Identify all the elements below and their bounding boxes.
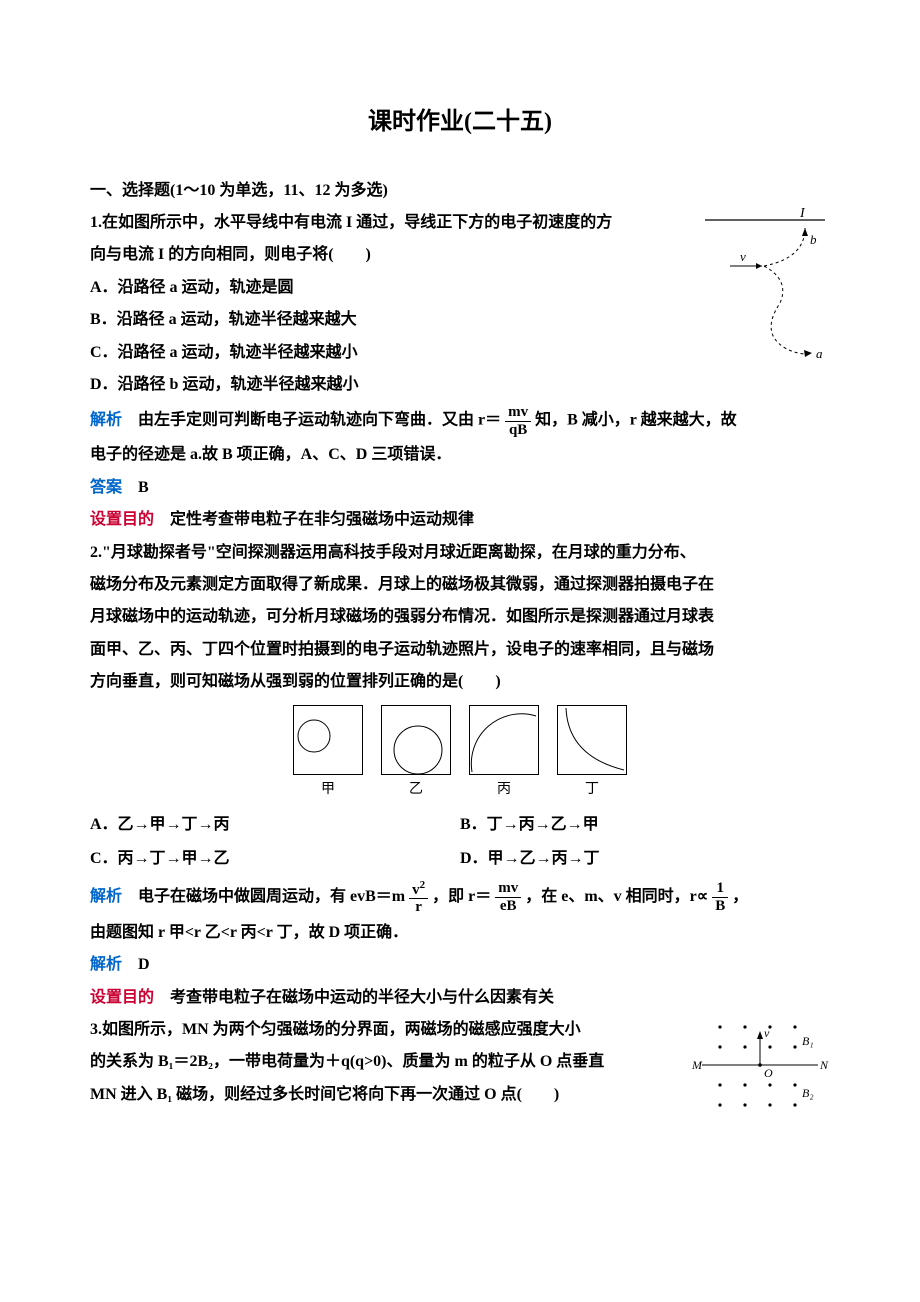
fig-O: O: [764, 1066, 773, 1080]
fig-label-a: a: [816, 346, 823, 361]
q2-fig-bing: 丙: [469, 705, 539, 804]
q2-stem-3: 月球磁场中的运动轨迹，可分析月球磁场的强弱分布情况．如图所示是探测器通过月球表: [90, 602, 830, 632]
analysis-label: 解析: [90, 888, 122, 905]
cap-bing: 丙: [469, 777, 539, 804]
fig-label-I: I: [799, 208, 806, 221]
q2-stem-5: 方向垂直，则可知磁场从强到弱的位置排列正确的是( ): [90, 667, 830, 697]
q2-stem-1: 2."月球勘探者号"空间探测器运用高科技手段对月球近距离勘探，在月球的重力分布、: [90, 538, 830, 568]
fig-v: v: [764, 1026, 770, 1040]
q2-figure-row: 甲 乙 丙 丁: [90, 705, 830, 804]
q2-option-c: C．丙→丁→甲→乙: [90, 844, 460, 874]
q1-figure: I v b a: [700, 208, 830, 379]
q2-analysis-2: 由题图知 r 甲<r 乙<r 丙<r 丁，故 D 项正确．: [90, 918, 830, 948]
q1-purpose: 设置目的 定性考查带电粒子在非匀强磁场中运动规律: [90, 505, 830, 535]
fig-B2: B₂: [802, 1086, 814, 1100]
q2-fig-jia: 甲: [293, 705, 363, 804]
q1-analysis-text1: 由左手定则可判断电子运动轨迹向下弯曲．又由 r＝: [138, 412, 501, 429]
q2-option-d: D．甲→乙→丙→丁: [460, 844, 830, 874]
q1-answer: 答案 B: [90, 473, 830, 503]
q2-answer: 解析 D: [90, 950, 830, 980]
q2-fig-yi: 乙: [381, 705, 451, 804]
q2-fig-ding: 丁: [557, 705, 627, 804]
q3-figure: M N O v B₁ B₂: [690, 1015, 830, 1126]
question-1: I v b a 1.在如图所示中，水平导线中有电流 I 通过，导线正下方的电子初…: [90, 208, 830, 536]
fig-label-v: v: [740, 249, 746, 264]
question-3: M N O v B₁ B₂ 3.如图所示，MN 为两个匀强磁场的分界面，两磁场的…: [90, 1015, 830, 1126]
purpose-label: 设置目的: [90, 989, 154, 1006]
analysis-label: 解析: [90, 412, 122, 429]
fig-label-b: b: [810, 232, 817, 247]
q1-analysis-line2: 电子的径迹是 a.故 B 项正确，A、C、D 三项错误．: [90, 440, 830, 470]
q2-purpose: 设置目的 考查带电粒子在磁场中运动的半径大小与什么因素有关: [90, 983, 830, 1013]
q2-option-a: A．乙→甲→丁→丙: [90, 810, 460, 840]
q2-purpose-text: 考查带电粒子在磁场中运动的半径大小与什么因素有关: [170, 989, 554, 1006]
answer-label: 解析: [90, 956, 122, 973]
fig-N: N: [819, 1058, 829, 1072]
q1-answer-value: B: [138, 479, 149, 496]
answer-label: 答案: [90, 479, 122, 496]
q1-analysis: 解析 由左手定则可判断电子运动轨迹向下弯曲．又由 r＝ mv qB 知，B 减小…: [90, 404, 830, 438]
cap-ding: 丁: [557, 777, 627, 804]
q2-stem-4: 面甲、乙、丙、丁四个位置时拍摄到的电子运动轨迹照片，设电子的速率相同，且与磁场: [90, 635, 830, 665]
q2-option-b: B．丁→丙→乙→甲: [460, 810, 830, 840]
q2-analysis: 解析 电子在磁场中做圆周运动，有 evB＝m v2 r ，即 r＝ mv eB …: [90, 879, 830, 916]
section-heading: 一、选择题(1～10 为单选，11、12 为多选): [90, 176, 830, 206]
q2-frac2: mv eB: [495, 880, 521, 914]
q2-jx3: ，在 e、m、v 相同时，r∝: [525, 888, 708, 905]
q2-jx4: ，: [732, 888, 748, 905]
question-2: 2."月球勘探者号"空间探测器运用高科技手段对月球近距离勘探，在月球的重力分布、…: [90, 538, 830, 1014]
fig-B1: B₁: [802, 1034, 814, 1048]
cap-jia: 甲: [293, 777, 363, 804]
q1-purpose-text: 定性考查带电粒子在非匀强磁场中运动规律: [170, 511, 474, 528]
purpose-label: 设置目的: [90, 511, 154, 528]
q1-frac: mv qB: [505, 404, 531, 438]
q2-stem-2: 磁场分布及元素测定方面取得了新成果．月球上的磁场极其微弱，通过探测器拍摄电子在: [90, 570, 830, 600]
q2-frac1: v2 r: [409, 879, 428, 916]
q1-analysis-text2: 知，B 减小，r 越来越大，故: [535, 412, 737, 429]
q2-jx2: ，即 r＝: [432, 888, 491, 905]
cap-yi: 乙: [381, 777, 451, 804]
q2-frac3: 1 B: [712, 880, 728, 914]
page-title: 课时作业(二十五): [90, 100, 830, 146]
q2-jx1: 电子在磁场中做圆周运动，有 evB＝m: [138, 888, 405, 905]
q2-answer-value: D: [138, 956, 150, 973]
fig-M: M: [691, 1058, 703, 1072]
